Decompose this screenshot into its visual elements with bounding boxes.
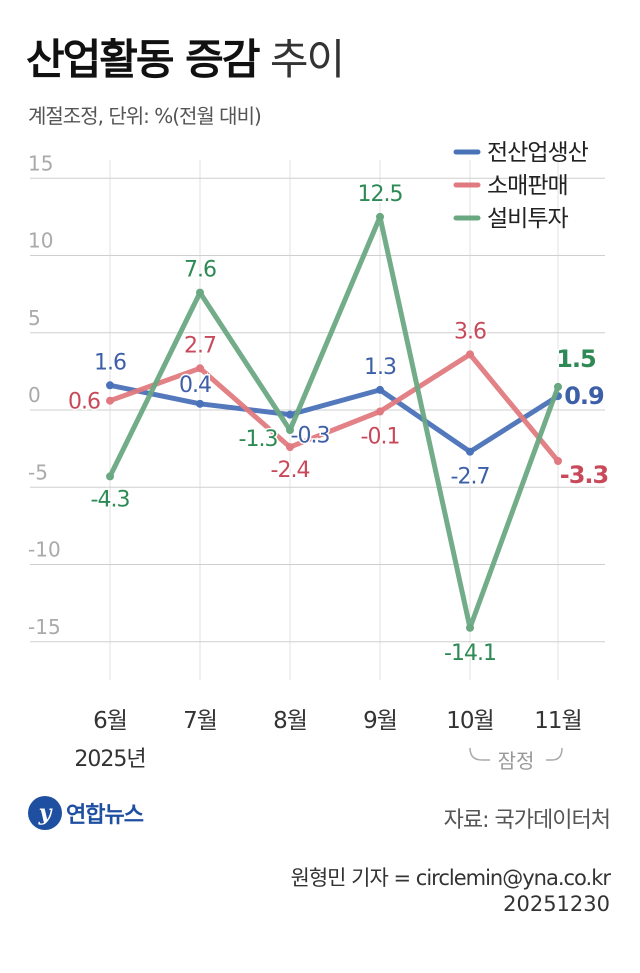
data-point [376,385,384,394]
title-light: 추이 [269,35,345,84]
data-point [376,407,384,416]
data-label: 3.6 [454,319,486,344]
series-line-2 [107,214,561,631]
data-point [196,364,204,373]
provisional-bracket [469,747,563,761]
yonhap-logo: y 연합뉴스 [28,796,144,830]
data-label: -14.1 [444,641,496,666]
yonhap-logo-text: 연합뉴스 [66,803,144,828]
data-label: -0.3 [291,424,330,449]
data-label: -3.3 [560,461,608,489]
data-label: -2.4 [271,458,310,483]
y-tick-label: 15 [28,151,53,175]
legend-label: 전산업생산 [487,140,589,166]
yonhap-logo-icon: y [28,796,62,830]
series-line-1 [107,351,561,464]
data-label: 7.6 [184,258,216,283]
data-label: -4.3 [91,487,130,512]
data-point [286,410,294,419]
y-tick-label: 5 [28,306,41,330]
data-point [554,456,562,465]
title-bold: 산업활동 증감 [26,35,260,84]
data-point [106,396,114,405]
x-tick-label: 9월 [363,708,397,734]
data-label: 0.9 [564,382,604,410]
chart-subtitle: 계절조정, 단위: %(전월 대비) [28,104,262,128]
y-tick-label: 0 [28,383,41,407]
y-tick-label: -5 [28,460,48,484]
data-label: 1.3 [364,355,396,380]
x-tick-label: 6월 [93,708,127,734]
data-point [466,447,474,456]
data-label: 1.5 [556,345,596,373]
data-label: 1.6 [94,350,126,375]
x-tick-label: 11월 [534,708,581,734]
source-note: 자료: 국가데이터처 [443,808,611,833]
y-tick-label: -10 [28,538,61,562]
chart-title: 산업활동 증감 추이 [26,26,345,87]
data-point [106,381,114,390]
data-point [554,382,562,391]
data-point [286,443,294,452]
data-point [106,472,114,481]
data-point [286,426,294,435]
data-label: -2.7 [451,465,490,490]
legend-label: 설비투자 [487,206,568,232]
x-tick-label: 7월 [183,708,217,734]
data-label: -0.1 [361,425,400,450]
data-point [376,212,384,221]
legend-label: 소매판매 [487,173,568,199]
y-tick-label: -15 [28,615,61,639]
data-label: 0.4 [179,373,211,398]
data-label: -1.3 [239,427,278,452]
data-label: 2.7 [184,333,216,358]
y-tick-label: 10 [28,229,53,253]
data-point [466,350,474,359]
data-point [196,399,204,408]
series-line-0 [107,382,561,455]
data-point [196,288,204,297]
provisional-label: 잠정 [498,749,535,773]
data-label: 12.5 [358,182,403,207]
reporter-credit: 원형민 기자 = circlemin@yna.co.kr [290,866,611,890]
x-tick-label: 10월 [446,708,493,734]
x-tick-label: 8월 [273,708,307,734]
publish-date: 20251230 [503,892,610,916]
data-point [466,623,474,632]
data-label: 0.6 [68,390,100,415]
year-label: 2025년 [74,747,145,772]
